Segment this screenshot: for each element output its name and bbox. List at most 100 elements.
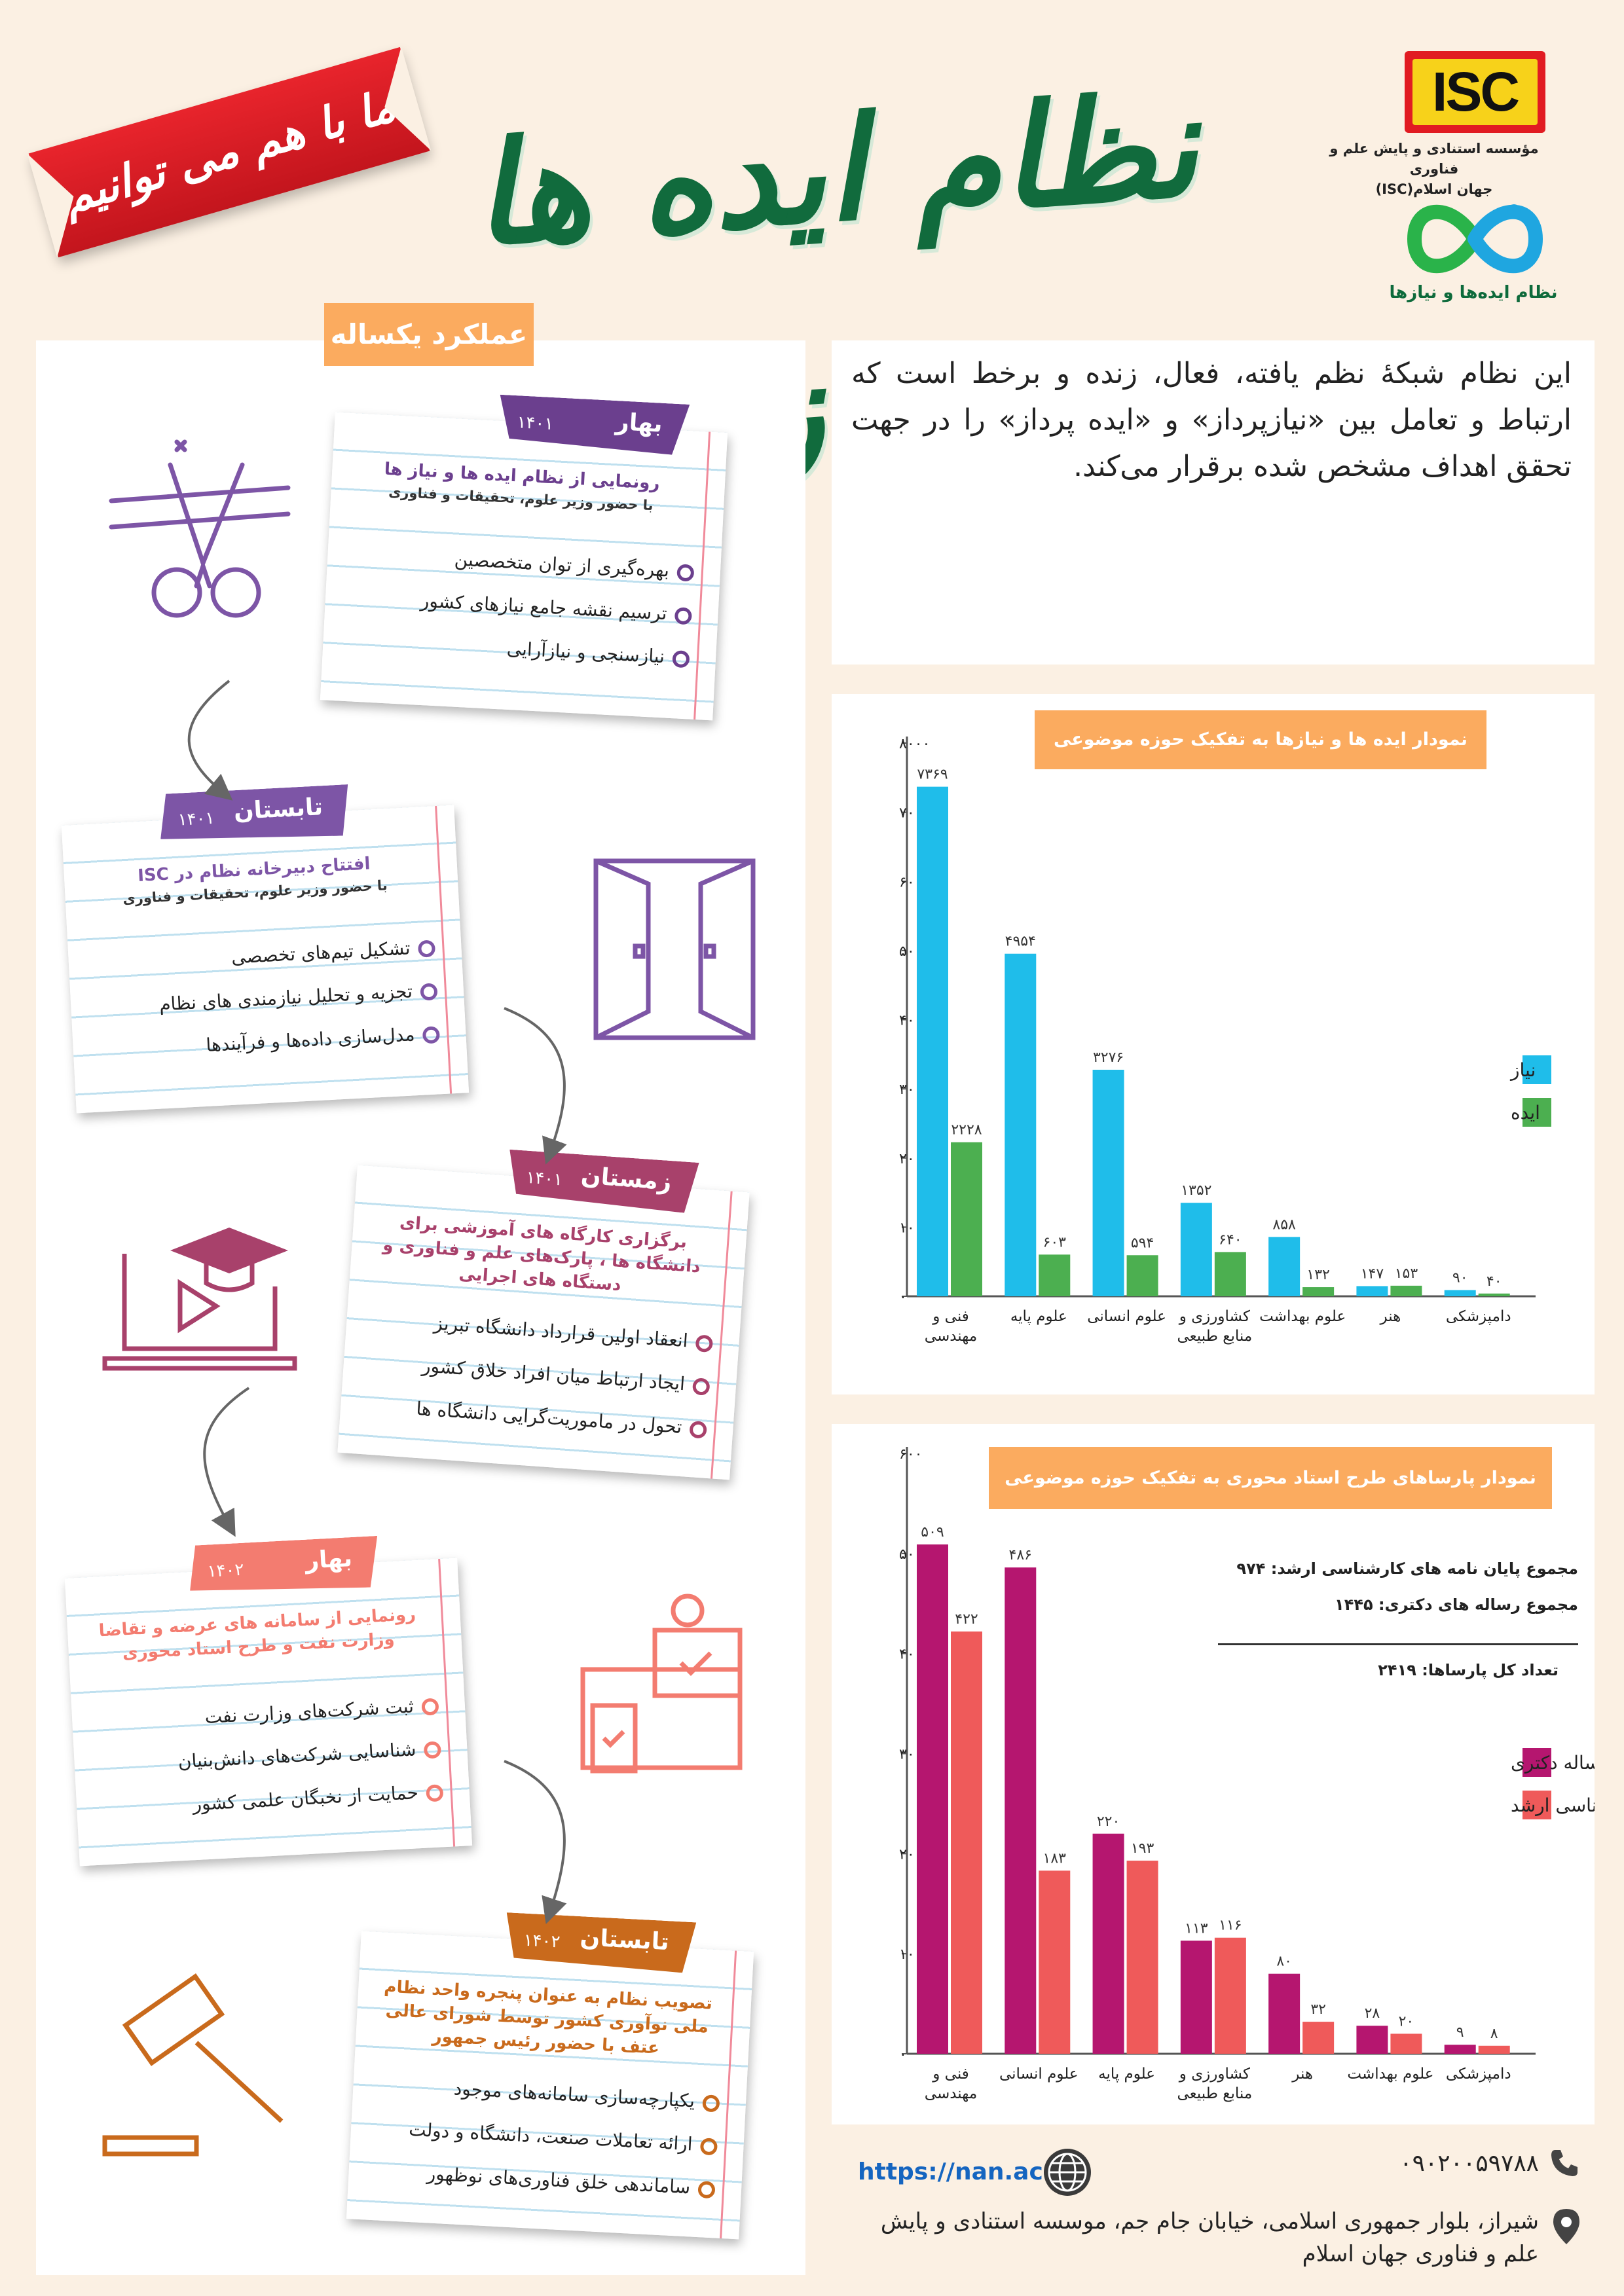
legend-swatch [1522,1055,1551,1084]
data-label: ۴۲۲ [955,1611,978,1628]
legend-label: نیاز [1509,1059,1536,1081]
legend-swatch [1522,1098,1551,1127]
nan-logo-caption: نظام ایده‌ها و نیازها [1389,283,1558,302]
category-label: علوم انسانی [1087,1308,1166,1325]
bar-0 [1356,1286,1388,1296]
org-name: مؤسسه استنادی و پایش علم و فناوری جهان ا… [1316,139,1552,200]
data-label: ۸۰ [1276,1954,1292,1970]
legend-label: ایده [1511,1102,1540,1123]
bar-1 [1126,1861,1158,2054]
bar-1 [1302,2022,1335,2054]
legend-swatch [1522,1791,1551,1819]
legend-label: رساله دکتری [1511,1752,1595,1774]
data-label: ۹۰ [1452,1269,1468,1286]
slogan-text: ما با هم می توانیم [57,80,401,225]
bar-1 [1126,1255,1158,1296]
data-label: ۱۳۵۲ [1181,1182,1211,1199]
bar-1 [1214,1252,1246,1296]
chart1-title: نمودار ایده ها و نیازها به تفکیک حوزه مو… [1035,710,1486,769]
category-label: مهندسی [925,1328,977,1345]
bar-1 [1478,2045,1510,2054]
data-label: ۴۸۶ [1009,1547,1032,1563]
bar-0 [1268,1237,1301,1296]
stat-master-total: مجموع پایان نامه های کارشناسی ارشد: ۹۷۴ [1236,1559,1578,1578]
video-course-icon [102,1228,297,1371]
location-pin-icon [1553,2209,1579,2244]
bar-1 [1214,1937,1246,2054]
legend-label: پایان نامه کارشناسی ارشد [1511,1795,1595,1816]
data-label: ۱۳۲ [1306,1267,1329,1283]
data-label: ۸۵۸ [1272,1216,1296,1233]
season-year: ۱۴۰۱ [516,412,555,435]
category-label: منابع طبیعی [1177,1328,1253,1345]
stat-total-parsa: تعداد کل پارساها: ۲۴۱۹ [1378,1661,1559,1679]
bar-1 [951,1631,982,2054]
data-label: ۱۱۶ [1219,1918,1242,1934]
phone-icon [1551,2150,1578,2176]
bar-0 [917,786,948,1296]
org-name-line1: مؤسسه استنادی و پایش علم و فناوری [1329,141,1539,177]
bar-0 [1180,1203,1212,1296]
bar-0 [1092,1069,1124,1296]
category-label: علوم بهداشت [1259,1308,1346,1325]
y-tick-label: ۰ [899,1289,907,1305]
stat-divider [1218,1643,1578,1645]
bar-1 [1390,2033,1422,2054]
category-label: علوم انسانی [999,2066,1079,2083]
data-label: ۲۸ [1365,2005,1380,2022]
bar-1 [1302,1287,1335,1296]
category-label: علوم پایه [1098,2066,1155,2083]
phone-number[interactable]: ۰۹۰۲۰۰۵۹۷۸۸ [1399,2150,1539,2177]
bar-1 [951,1142,982,1296]
bar-0 [1444,1290,1476,1296]
isc-logo: ISC [1405,51,1545,133]
data-label: ۲۲۰ [1097,1813,1120,1830]
data-label: ۲۲۲۸ [951,1122,982,1139]
data-label: ۴۹۵۴ [1005,934,1036,950]
intro-box [832,340,1595,665]
chart1-plot: ۰۱۰۰۰۲۰۰۰۳۰۰۰۴۰۰۰۵۰۰۰۶۰۰۰۷۰۰۰۸۰۰۰۷۳۶۹۲۲۲… [899,736,1551,1345]
bar-0 [1092,1833,1124,2054]
category-label: فنی و [932,2066,969,2083]
category-label: هنر [1380,1308,1401,1325]
card-headline: رونمایی از نظام ایده ها و نیاز ها با حضو… [344,456,699,519]
data-label: ۱۴۷ [1361,1266,1384,1282]
y-tick-label: ۰ [899,2047,907,2063]
data-label: ۱۹۳ [1131,1840,1154,1857]
data-label: ۱۵۳ [1395,1266,1418,1282]
y-tick-label: ۸۰۰۰ [899,736,930,752]
data-label: ۵۰۹ [921,1524,944,1540]
data-label: ۷۳۶۹ [917,767,948,783]
bar-1 [1478,1293,1510,1296]
bar-0 [1268,1973,1301,2054]
category-label: هنر [1291,2066,1313,2083]
slogan-ribbon: ما با هم می توانیم [28,46,430,258]
season-label: بهار ۱۴۰۱ [498,395,690,456]
bar-0 [1005,953,1037,1296]
bar-0 [1180,1941,1212,2054]
data-label: ۹ [1456,2024,1464,2041]
data-label: ۳۲ [1310,2001,1326,2018]
globe-icon [1044,2149,1091,2196]
bar-1 [1039,1870,1071,2054]
data-label: ۳۲۷۶ [1093,1049,1124,1066]
data-label: ۶۴۰ [1219,1231,1242,1248]
devices-approval-icon [580,1594,743,1774]
website-link[interactable]: https://nan.ac [858,2159,1043,2185]
category-label: کشاورزی و [1179,1308,1250,1325]
data-label: ۲۰ [1399,2013,1414,2030]
data-label: ۱۸۳ [1043,1850,1067,1867]
org-name-line2: جهان اسلام(ISC) [1375,181,1493,197]
category-label: دامپزشکی [1446,2066,1511,2083]
bar-0 [1444,2045,1476,2054]
category-label: فنی و [932,1308,969,1325]
nan-infinity-logo [1407,204,1543,274]
legend-swatch [1522,1748,1551,1777]
data-label: ۱۱۳ [1185,1920,1208,1937]
category-label: علوم پایه [1010,1308,1067,1325]
gavel-icon [102,1973,284,2157]
bar-1 [1390,1285,1422,1296]
category-label: دامپزشکی [1446,1308,1511,1325]
open-door-icon [593,858,756,1040]
